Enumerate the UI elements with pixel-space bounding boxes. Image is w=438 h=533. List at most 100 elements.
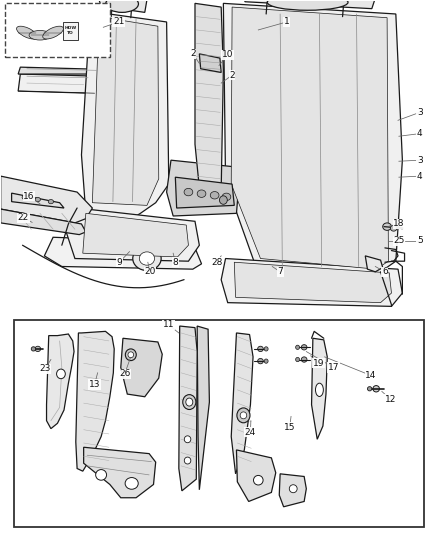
Text: 15: 15 (284, 423, 296, 432)
Polygon shape (166, 160, 239, 216)
Polygon shape (18, 74, 103, 93)
Text: 1: 1 (284, 18, 290, 27)
Polygon shape (81, 11, 169, 219)
Ellipse shape (17, 26, 37, 39)
Ellipse shape (22, 195, 27, 199)
Ellipse shape (139, 252, 155, 265)
Ellipse shape (301, 345, 307, 350)
Text: 20: 20 (145, 268, 155, 276)
Ellipse shape (264, 347, 268, 351)
Text: 28: 28 (211, 258, 223, 266)
Ellipse shape (184, 436, 191, 443)
Ellipse shape (258, 346, 263, 352)
Polygon shape (237, 450, 276, 502)
Text: 3: 3 (417, 108, 423, 117)
Text: 23: 23 (39, 364, 51, 373)
Polygon shape (83, 213, 188, 257)
Text: 9: 9 (117, 258, 122, 266)
Ellipse shape (301, 357, 307, 362)
Ellipse shape (289, 484, 297, 492)
Ellipse shape (125, 478, 138, 489)
Polygon shape (223, 3, 403, 272)
Ellipse shape (240, 412, 247, 419)
Text: 14: 14 (365, 371, 377, 380)
Polygon shape (179, 326, 197, 491)
Ellipse shape (125, 349, 136, 361)
Text: 18: 18 (393, 220, 405, 229)
Ellipse shape (35, 197, 40, 201)
Ellipse shape (106, 0, 138, 12)
Ellipse shape (383, 223, 392, 230)
Ellipse shape (48, 199, 53, 204)
Polygon shape (279, 474, 306, 507)
Polygon shape (66, 208, 199, 261)
Polygon shape (99, 0, 147, 12)
Polygon shape (197, 326, 209, 490)
Polygon shape (243, 0, 375, 9)
Text: 4: 4 (417, 172, 423, 181)
Polygon shape (231, 333, 253, 474)
Ellipse shape (258, 359, 263, 364)
Ellipse shape (367, 386, 372, 391)
Ellipse shape (373, 385, 379, 392)
FancyBboxPatch shape (14, 320, 424, 527)
Polygon shape (46, 334, 74, 429)
Ellipse shape (184, 457, 191, 464)
Ellipse shape (95, 470, 106, 480)
Ellipse shape (197, 190, 206, 197)
Ellipse shape (222, 193, 231, 200)
Ellipse shape (31, 347, 35, 351)
Polygon shape (234, 262, 392, 303)
Ellipse shape (390, 225, 397, 231)
Ellipse shape (29, 30, 51, 40)
Text: 25: 25 (393, 237, 405, 246)
Polygon shape (121, 338, 162, 397)
Ellipse shape (43, 26, 64, 39)
Polygon shape (1, 209, 86, 235)
Ellipse shape (183, 394, 196, 409)
Ellipse shape (219, 196, 227, 204)
Ellipse shape (315, 383, 323, 397)
Text: 24: 24 (245, 428, 256, 437)
Text: 4: 4 (417, 129, 423, 138)
Ellipse shape (210, 191, 219, 199)
Polygon shape (175, 177, 234, 208)
Polygon shape (84, 447, 155, 498)
Polygon shape (18, 67, 103, 76)
Ellipse shape (296, 358, 300, 362)
Text: 5: 5 (417, 237, 423, 246)
Ellipse shape (296, 345, 300, 350)
Ellipse shape (237, 408, 250, 423)
Text: 11: 11 (163, 320, 174, 329)
Ellipse shape (184, 188, 193, 196)
Polygon shape (76, 332, 114, 471)
Ellipse shape (254, 475, 263, 485)
Text: 8: 8 (173, 258, 178, 266)
Text: 13: 13 (89, 380, 100, 389)
Text: 10: 10 (222, 51, 233, 59)
Ellipse shape (35, 346, 41, 352)
Text: HOW
TO: HOW TO (64, 26, 77, 35)
Text: 3: 3 (417, 156, 423, 165)
Text: 22: 22 (18, 213, 29, 222)
Ellipse shape (267, 0, 348, 10)
Ellipse shape (186, 398, 193, 406)
FancyBboxPatch shape (63, 22, 78, 40)
Polygon shape (44, 237, 201, 269)
Text: 16: 16 (23, 192, 35, 201)
Text: 6: 6 (382, 268, 388, 276)
Ellipse shape (57, 369, 65, 378)
Ellipse shape (128, 352, 134, 358)
Text: 2: 2 (190, 50, 196, 58)
Polygon shape (311, 338, 327, 439)
Polygon shape (1, 176, 92, 223)
Text: 21: 21 (113, 18, 124, 27)
Text: 17: 17 (328, 363, 339, 372)
Ellipse shape (133, 247, 161, 270)
FancyBboxPatch shape (5, 3, 110, 56)
Text: 2: 2 (229, 70, 235, 79)
Polygon shape (221, 259, 403, 306)
Text: 19: 19 (313, 359, 324, 368)
Text: 26: 26 (119, 369, 131, 378)
Polygon shape (12, 193, 64, 208)
